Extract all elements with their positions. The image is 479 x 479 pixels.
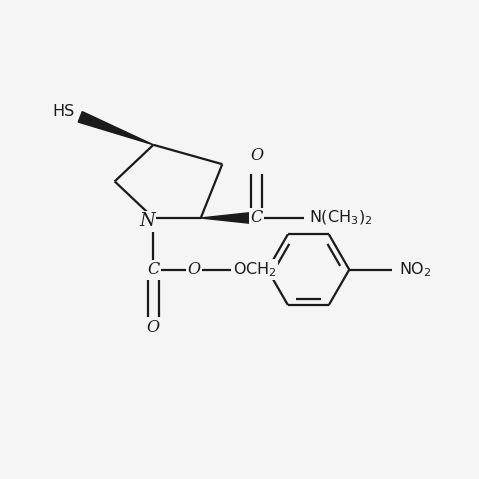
Polygon shape: [201, 212, 257, 224]
Text: HS: HS: [53, 104, 75, 119]
Text: O: O: [250, 147, 263, 164]
Text: C: C: [148, 261, 160, 278]
Text: N: N: [139, 212, 155, 230]
Text: OCH$_2$: OCH$_2$: [233, 260, 276, 279]
Text: N(CH$_3$)$_2$: N(CH$_3$)$_2$: [309, 209, 373, 227]
Text: O: O: [188, 261, 201, 278]
Text: C: C: [251, 209, 263, 227]
Text: O: O: [147, 319, 160, 336]
Polygon shape: [78, 112, 153, 145]
Text: NO$_2$: NO$_2$: [399, 260, 432, 279]
